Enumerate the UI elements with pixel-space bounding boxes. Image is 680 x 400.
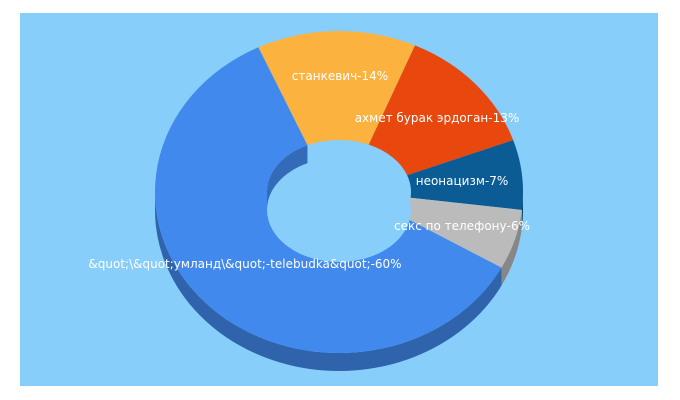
slice-label-3: неонацизм-7% bbox=[416, 174, 509, 188]
slice-side-4 bbox=[501, 209, 522, 286]
slice-3[interactable] bbox=[407, 140, 523, 210]
slice-label-0: &quot;\&quot;умланд\&quot;-telebudka&quo… bbox=[88, 257, 401, 271]
slice-4[interactable] bbox=[402, 197, 522, 268]
slice-1[interactable] bbox=[258, 31, 416, 146]
slice-inner-0 bbox=[267, 145, 308, 210]
slice-label-4: секс по телефону-6% bbox=[394, 219, 530, 233]
slice-0[interactable] bbox=[155, 47, 502, 354]
donut-hole bbox=[267, 158, 411, 262]
slice-label-2: ахмет бурак эрдоган-13% bbox=[355, 111, 520, 125]
slice-label-1: станкевич-14% bbox=[292, 69, 388, 83]
slice-2[interactable] bbox=[368, 45, 514, 176]
